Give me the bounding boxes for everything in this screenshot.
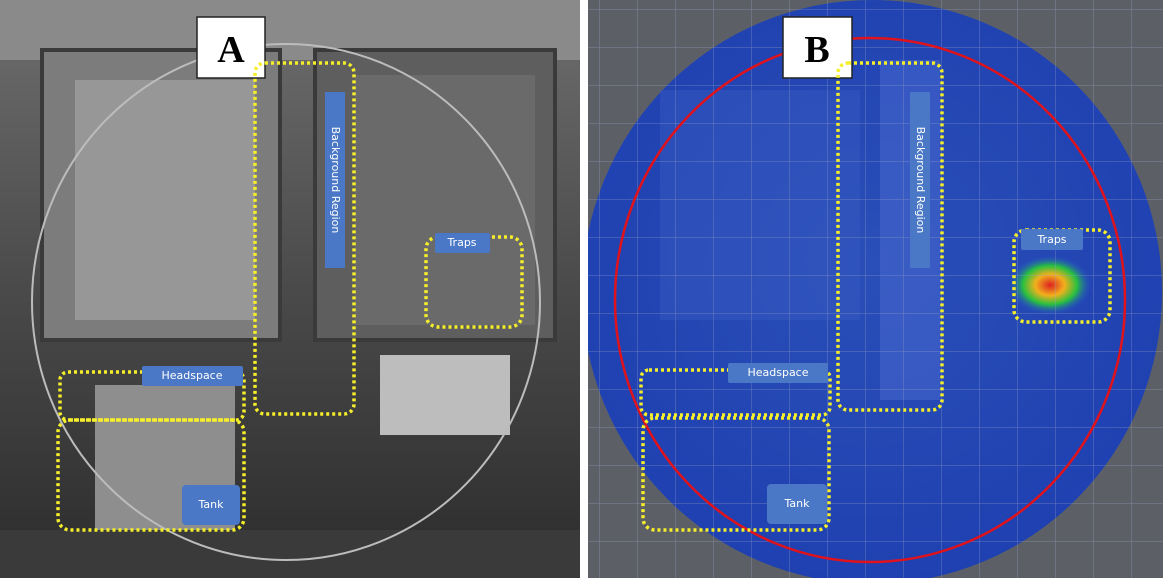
panel-tag: B [804, 29, 829, 71]
region-label: Tank [198, 498, 225, 511]
region-label: Tank [784, 497, 811, 510]
region-label: Headspace [161, 369, 222, 382]
cabinet-window [355, 75, 535, 325]
region-label: Traps [1036, 233, 1066, 246]
panel-tag: A [217, 29, 245, 71]
heatmap-grid [588, 0, 1163, 578]
pipe [380, 355, 510, 435]
panel-a [0, 0, 580, 578]
panel-divider [580, 0, 588, 578]
region-label: Background Region [914, 127, 927, 234]
panel-b [582, 0, 1163, 578]
region-label: Traps [446, 236, 476, 249]
cabinet-window [75, 80, 255, 320]
figure: A Background Region Traps Headspace Tank… [0, 0, 1163, 578]
floor [0, 530, 580, 578]
page: A Background Region Traps Headspace Tank… [0, 0, 1163, 578]
region-label: Background Region [329, 127, 342, 234]
region-label: Headspace [747, 366, 808, 379]
